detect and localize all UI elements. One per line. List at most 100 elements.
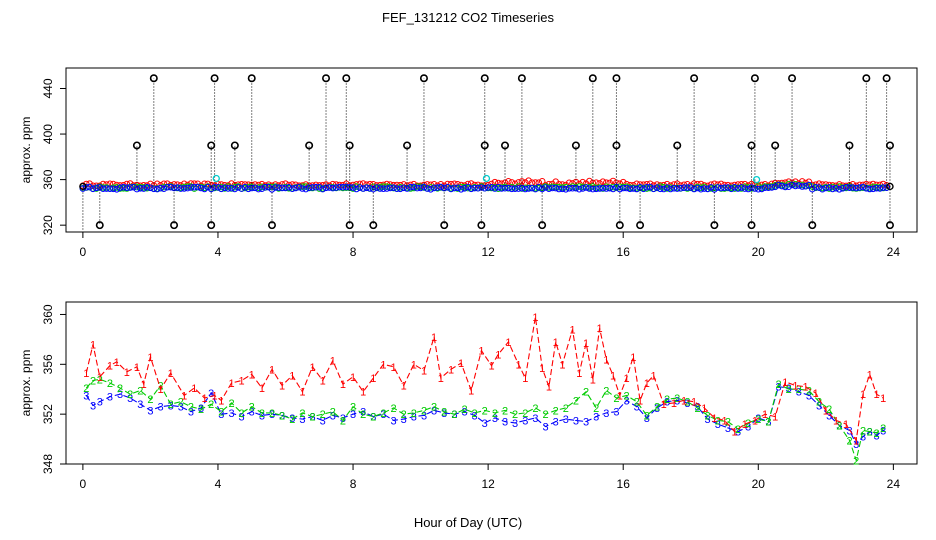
series-3-marker: 3 [745,422,751,434]
series-1-marker: 1 [401,381,407,393]
spike-point [571,141,580,150]
series-3-point [684,184,691,191]
series-3-point [143,183,151,191]
series-3-marker: 3 [867,427,873,439]
series-3-point [289,185,296,192]
series-3-marker: 3 [674,395,680,407]
series-3-line [85,386,884,446]
series-1-marker: 1 [431,332,437,344]
series-3-point [191,183,198,191]
series-2-marker: 2 [239,408,245,420]
series-3-point [420,183,428,191]
series-1-marker: 1 [380,359,386,371]
series-3-point [592,185,600,193]
series-3-point [366,185,374,192]
series-2-marker: 2 [705,410,711,422]
series-1-point [508,179,516,186]
y-tick-label: 320 [41,215,55,235]
series-1-marker: 1 [279,381,285,393]
series-3-marker: 3 [532,413,538,425]
series-2-point [576,183,583,190]
series-2-marker: 2 [664,394,670,406]
series-3-point [471,184,478,192]
series-3-point [501,184,509,192]
series-3-marker: 3 [330,410,336,422]
series-3-point [565,185,573,192]
series-3-point [694,184,701,192]
series-3-point [663,184,671,191]
series-3-point [410,183,418,191]
series-1-marker: 1 [259,383,265,395]
series-3-point [275,184,283,191]
series-3-point [697,185,705,193]
series-3-point [741,185,749,192]
series-3-point [153,185,161,193]
series-3-point [596,185,603,192]
series-3-point [576,185,583,193]
spike-point [95,221,104,230]
series-3-point [792,182,799,190]
series-3-point [461,185,468,192]
series-2-marker: 2 [603,386,609,398]
series-3-point [609,185,617,193]
series-3-marker: 3 [259,410,265,422]
series-2-point [380,183,387,190]
series-1-marker: 1 [299,387,305,399]
series-3-marker: 3 [401,414,407,426]
series-1-marker: 1 [803,382,809,394]
series-1-marker: 1 [391,362,397,374]
spike-point [771,141,780,150]
series-2-marker: 2 [735,424,741,436]
series-2-marker: 2 [117,383,123,395]
series-3-point [883,184,890,191]
y-axis-label: approx. ppm [19,117,33,184]
series-3-point [204,183,212,191]
series-3-point [755,185,762,193]
series-3-marker: 3 [664,397,670,409]
series-3-marker: 3 [593,412,599,424]
series-3-marker: 3 [269,409,275,421]
series-3-point [619,184,627,192]
series-2-point [829,183,836,191]
series-3-point [383,185,391,192]
series-1-point [515,179,522,186]
series-3-marker: 3 [634,402,640,414]
series-3-marker: 3 [603,408,609,420]
series-2-marker: 2 [853,455,859,467]
series-3-point [677,184,684,192]
series-2-marker: 2 [553,405,559,417]
spike-point [207,141,216,150]
series-2-marker: 2 [472,408,478,420]
series-1-marker: 1 [644,378,650,390]
series-3-point [400,184,408,192]
series-3-point [825,184,833,191]
spike-point [845,141,854,150]
spike-point [885,221,894,230]
series-3-marker: 3 [573,415,579,427]
spike-point [480,141,489,150]
series-3-point [272,184,279,191]
series-2-marker: 2 [634,397,640,409]
series-3-marker: 3 [90,400,96,412]
series-3-point [86,183,93,191]
series-3-point [515,185,522,192]
series-1-marker: 1 [320,376,326,388]
series-2-marker: 2 [218,407,224,419]
series-1-point [204,180,212,188]
series-3-point [299,185,306,192]
series-1-marker: 1 [289,371,295,383]
series-3-point [339,183,347,191]
series-3-marker: 3 [431,405,437,417]
series-1-marker: 1 [249,369,255,381]
series-2-marker: 2 [309,412,315,424]
series-1-marker: 1 [833,415,839,427]
series-1-marker: 1 [330,356,336,368]
series-1-marker: 1 [546,382,552,394]
series-2-marker: 2 [846,435,852,447]
series-3-point [815,184,823,191]
series-3-point [650,185,657,193]
series-1-marker: 1 [269,364,275,376]
series-3-marker: 3 [168,400,174,412]
series-1-marker: 1 [488,361,494,373]
series-3-point [464,183,472,191]
